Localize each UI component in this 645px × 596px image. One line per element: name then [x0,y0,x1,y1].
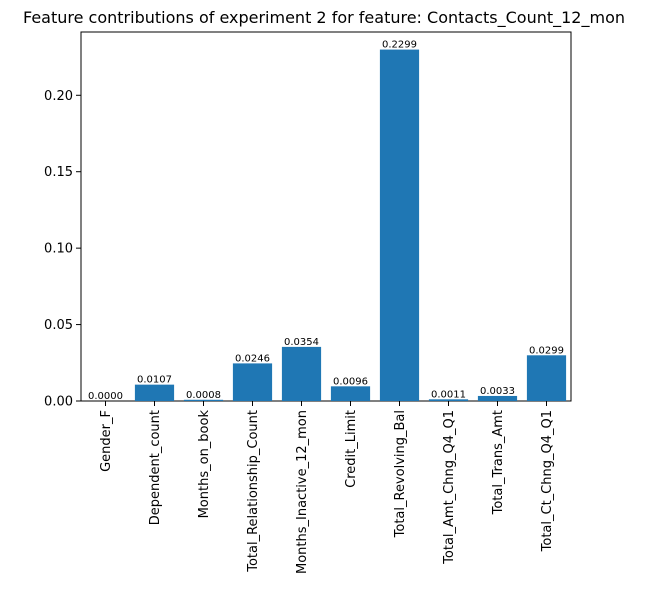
x-tick-label: Gender_F [99,410,114,472]
x-tick-label: Months_Inactive_12_mon [295,410,310,574]
bar-value-label: 0.0011 [431,389,466,400]
x-tick-label: Dependent_count [148,410,163,525]
bar-value-label: 0.2299 [382,40,417,51]
bar-value-label: 0.0008 [186,390,221,401]
bar [379,49,420,402]
bar [232,363,273,401]
value-labels-group: 0.0000 0.0107 0.0008 0.0246 0.0354 0.0096 0.22… [88,40,564,402]
bar [428,399,469,401]
chart-title: Feature contributions of experiment 2 fo… [23,8,625,28]
x-tick-label: Total_Relationship_Count [246,410,261,573]
x-tick-label: Total_Trans_Amt [491,410,506,515]
bar [183,399,224,401]
y-axis: 0.00 0.05 0.10 0.15 0.20 [44,89,81,410]
bar-value-label: 0.0246 [235,353,270,364]
bar-value-label: 0.0354 [284,337,319,348]
x-tick-label: Total_Ct_Chng_Q4_Q1 [540,410,555,552]
y-tick-label: 0.05 [44,318,73,333]
bar-value-label: 0.0033 [480,386,515,397]
y-tick-label: 0.00 [44,395,73,410]
bars-group [134,49,567,402]
bar-value-label: 0.0107 [137,375,172,386]
x-tick-label: Total_Revolving_Bal [393,410,408,538]
bar [477,395,518,401]
y-tick-label: 0.20 [44,89,73,104]
bar-value-label: 0.0000 [88,391,123,402]
bar [330,386,371,401]
bar [134,384,175,401]
plot-area [80,31,572,402]
y-tick-label: 0.10 [44,242,73,257]
x-axis: Gender_F Dependent_count Months_on_book Tot… [99,401,555,574]
x-tick-label: Months_on_book [197,410,212,519]
plot-frame [80,31,572,402]
bar [281,346,322,401]
bar-value-label: 0.0299 [529,345,564,356]
y-tick-label: 0.15 [44,165,73,180]
bar-value-label: 0.0096 [333,376,368,387]
x-tick-label: Credit_Limit [344,410,359,488]
x-tick-label: Total_Amt_Chng_Q4_Q1 [442,410,457,565]
bar [526,355,567,401]
